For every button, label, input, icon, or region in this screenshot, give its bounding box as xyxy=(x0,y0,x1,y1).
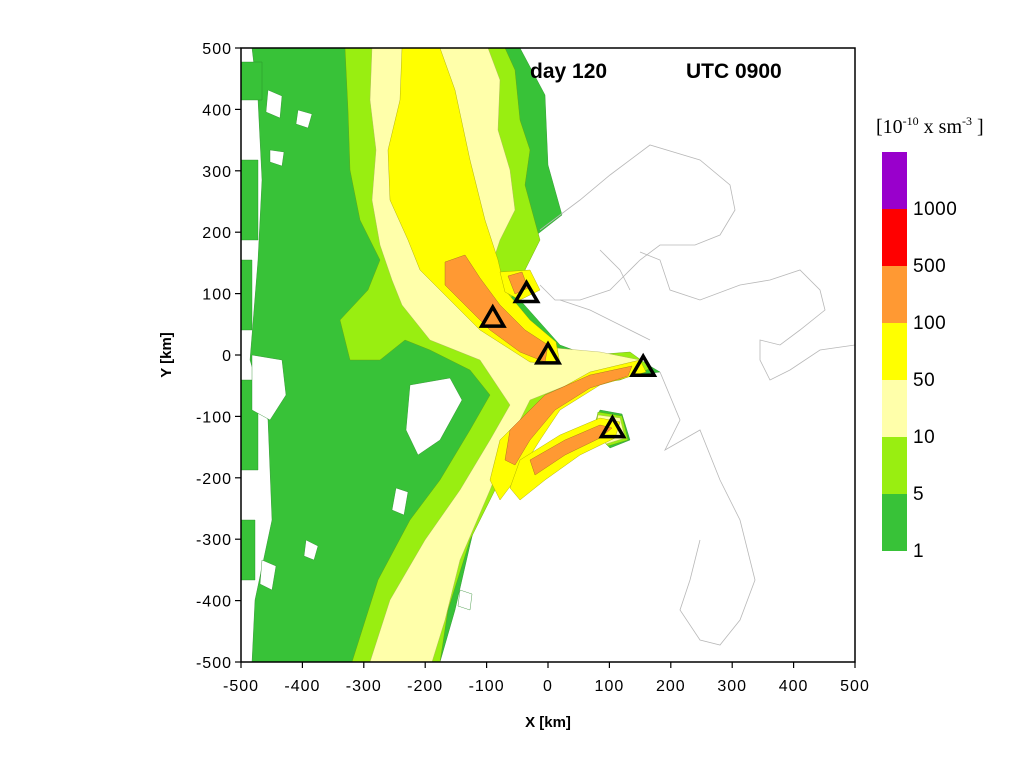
x-axis: -500 -400 -300 -200 -100 0 100 200 300 400 500 xyxy=(223,662,870,695)
colorbar-level-label: 10 xyxy=(913,427,935,448)
source-triangle xyxy=(512,279,541,304)
y-axis: 500 400 300 200 100 0 -100 -200 -300 -400 -500 xyxy=(196,41,241,672)
colorbar-level-label: 1000 xyxy=(913,199,957,220)
colorbar-segment xyxy=(882,266,907,323)
colorbar-segment xyxy=(882,323,907,380)
colorbar-level-label: 5 xyxy=(913,484,924,505)
y-tick-label: 500 xyxy=(202,41,232,58)
colorbar-segment xyxy=(882,494,907,551)
x-tick-label: 400 xyxy=(779,678,809,695)
y-tick-label: 100 xyxy=(202,287,232,304)
y-tick-label: 0 xyxy=(222,348,232,365)
y-tick-label: -300 xyxy=(196,532,232,549)
title-time: UTC 0900 xyxy=(686,60,782,83)
y-tick-label: 200 xyxy=(202,225,232,242)
source-triangle xyxy=(533,340,563,365)
colorbar-segment xyxy=(882,209,907,266)
source-triangle xyxy=(629,352,658,377)
source-triangle xyxy=(478,303,507,328)
colorbar-unit: [10-10 x sm-3 ] xyxy=(876,114,984,138)
x-tick-label: 500 xyxy=(840,678,870,695)
y-tick-label: -500 xyxy=(196,655,232,672)
x-tick-label: -100 xyxy=(469,678,505,695)
colorbar-level-label: 50 xyxy=(913,370,935,391)
x-tick-label: -200 xyxy=(407,678,443,695)
colorbar-level-label: 1 xyxy=(913,541,924,562)
contour-gaps xyxy=(251,89,473,611)
colorbar-level-label: 500 xyxy=(913,256,946,277)
x-tick-label: 200 xyxy=(656,678,686,695)
title-day: day 120 xyxy=(530,60,607,83)
colorbar-segment xyxy=(882,152,907,209)
y-tick-label: 400 xyxy=(202,102,232,119)
source-triangle xyxy=(598,414,627,439)
y-tick-label: 300 xyxy=(202,164,232,181)
colorbar: 1 5 10 50 100 500 1000 xyxy=(882,152,957,562)
contour-fields xyxy=(241,48,661,662)
y-tick-label: -100 xyxy=(196,409,232,426)
coastline xyxy=(539,144,855,646)
source-markers xyxy=(478,279,658,439)
x-tick-label: 100 xyxy=(595,678,625,695)
x-tick-label: 0 xyxy=(543,678,553,695)
colorbar-level-label: 100 xyxy=(913,313,946,334)
x-tick-label: -400 xyxy=(284,678,320,695)
colorbar-segment xyxy=(882,380,907,437)
colorbar-segment xyxy=(882,437,907,494)
x-tick-label: -300 xyxy=(346,678,382,695)
x-tick-label: -500 xyxy=(223,678,259,695)
y-axis-label: Y [km] xyxy=(158,332,175,378)
x-tick-label: 300 xyxy=(717,678,747,695)
y-tick-label: -200 xyxy=(196,471,232,488)
y-tick-label: -400 xyxy=(196,594,232,611)
x-axis-label: X [km] xyxy=(525,714,571,731)
